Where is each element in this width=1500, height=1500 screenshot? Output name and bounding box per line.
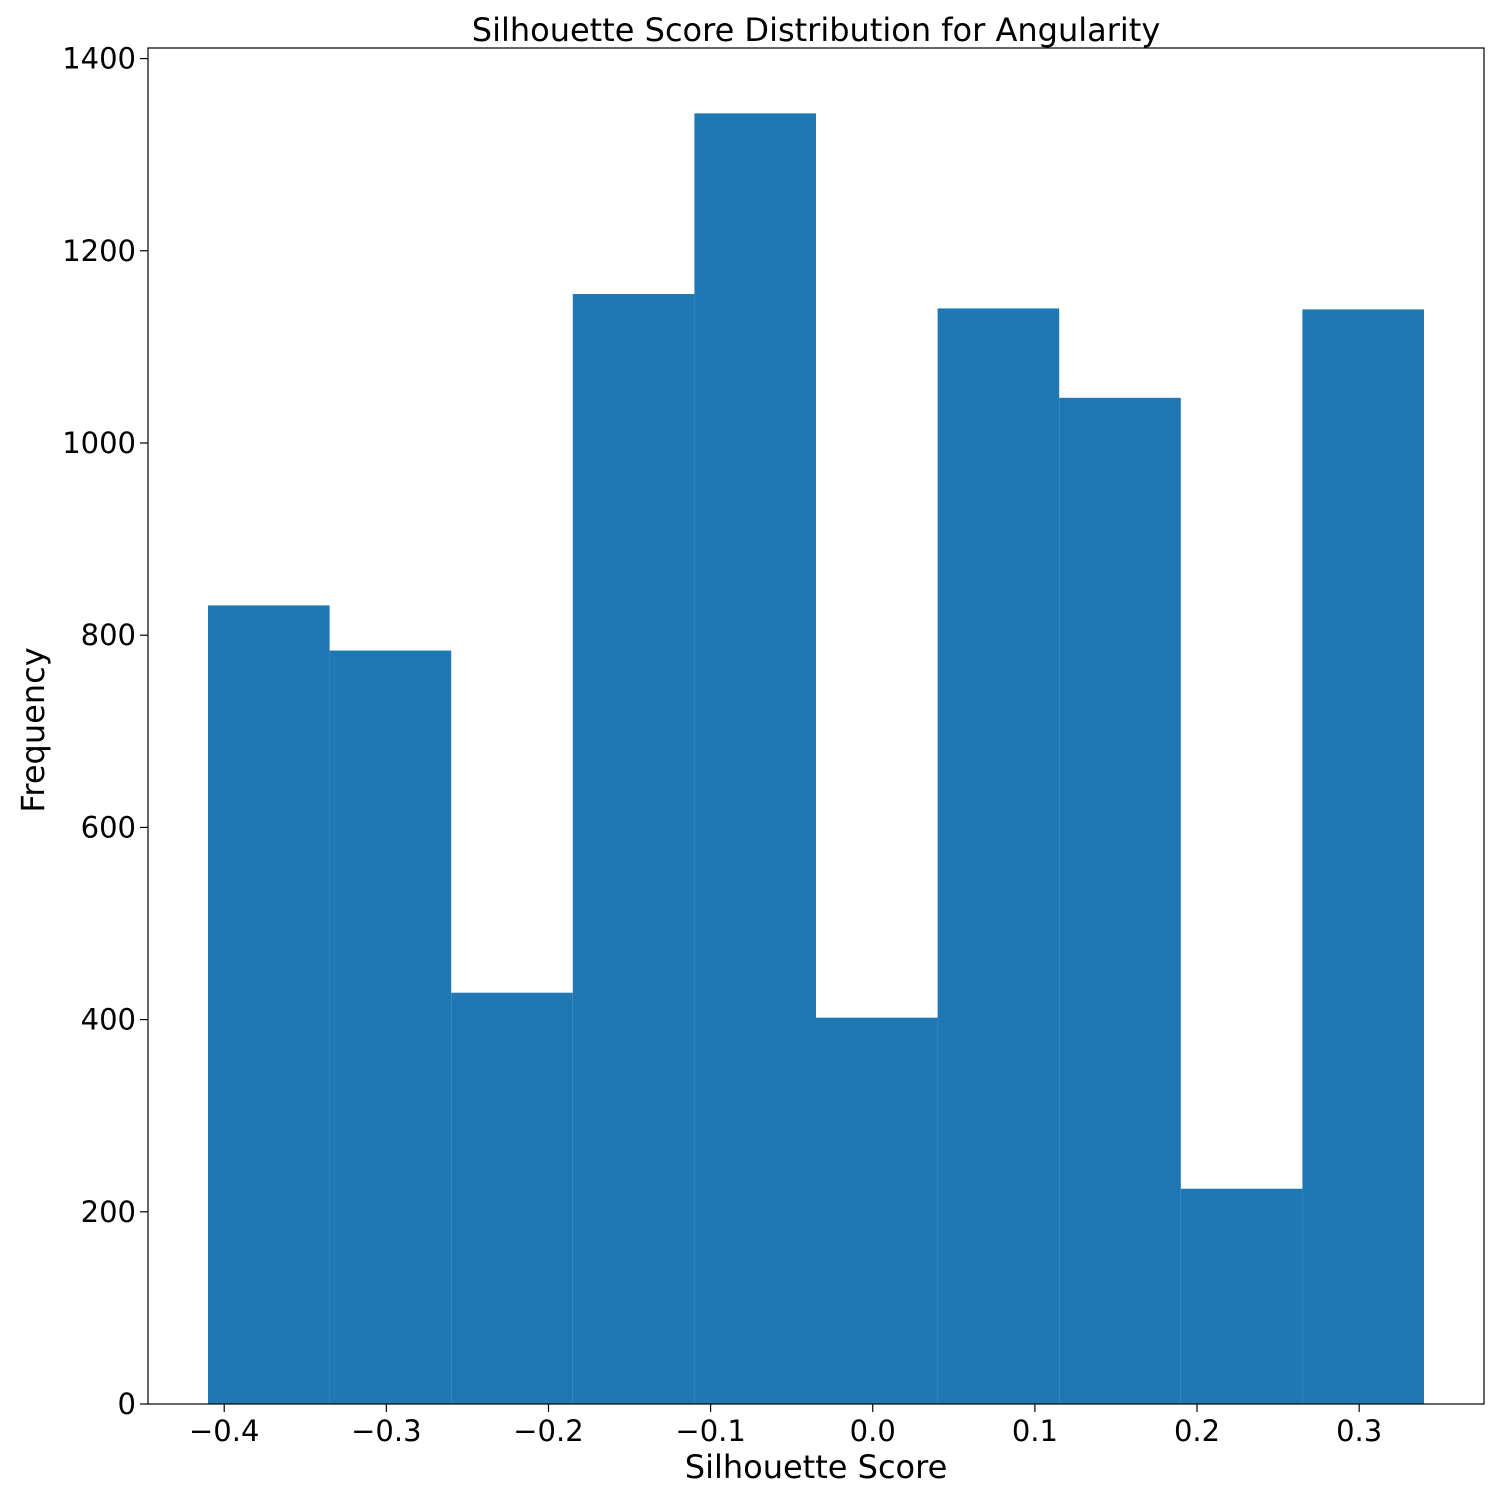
histogram-bar-10 <box>1302 309 1425 1404</box>
x-axis-ticks: −0.4 −0.3 −0.2 −0.1 0.0 0.1 0.2 0.3 <box>189 1404 1382 1448</box>
x-tick-label-8: 0.3 <box>1336 1414 1382 1448</box>
y-tick-label-8: 1400 <box>62 42 136 76</box>
histogram-bar-4 <box>572 294 695 1405</box>
y-tick-label-7: 1200 <box>62 234 136 268</box>
plot-frame <box>147 47 1485 1405</box>
histogram-bar-7 <box>937 308 1060 1405</box>
histogram-bar-9 <box>1180 1188 1303 1404</box>
y-tick-label-3: 400 <box>81 1003 136 1037</box>
bars-group <box>207 113 1425 1405</box>
y-tick-label-4: 600 <box>81 810 136 844</box>
y-axis-ticks: 0 200 400 600 800 1000 1200 1400 <box>62 42 148 1421</box>
x-tick-label-1: −0.4 <box>189 1414 259 1448</box>
x-tick-label-2: −0.3 <box>351 1414 421 1448</box>
histogram-bar-1 <box>207 605 330 1404</box>
histogram-bar-8 <box>1059 397 1181 1404</box>
y-tick-label-5: 800 <box>81 618 136 652</box>
x-tick-label-6: 0.1 <box>1012 1414 1058 1448</box>
x-tick-label-7: 0.2 <box>1174 1414 1220 1448</box>
x-tick-label-4: −0.1 <box>675 1414 745 1448</box>
histogram-bar-3 <box>451 992 573 1404</box>
y-tick-label-6: 1000 <box>62 426 136 460</box>
x-axis-title: Silhouette Score <box>685 1448 948 1486</box>
y-axis-title: Frequency <box>14 647 52 812</box>
y-tick-label-1: 0 <box>118 1387 136 1421</box>
histogram-bar-2 <box>329 650 452 1404</box>
x-tick-label-3: −0.2 <box>513 1414 583 1448</box>
histogram-bar-6 <box>816 1017 938 1404</box>
chart-title: Silhouette Score Distribution for Angula… <box>472 11 1161 49</box>
histogram-bar-5 <box>694 113 816 1405</box>
y-tick-label-2: 200 <box>81 1195 136 1229</box>
x-tick-label-5: 0.0 <box>850 1414 896 1448</box>
